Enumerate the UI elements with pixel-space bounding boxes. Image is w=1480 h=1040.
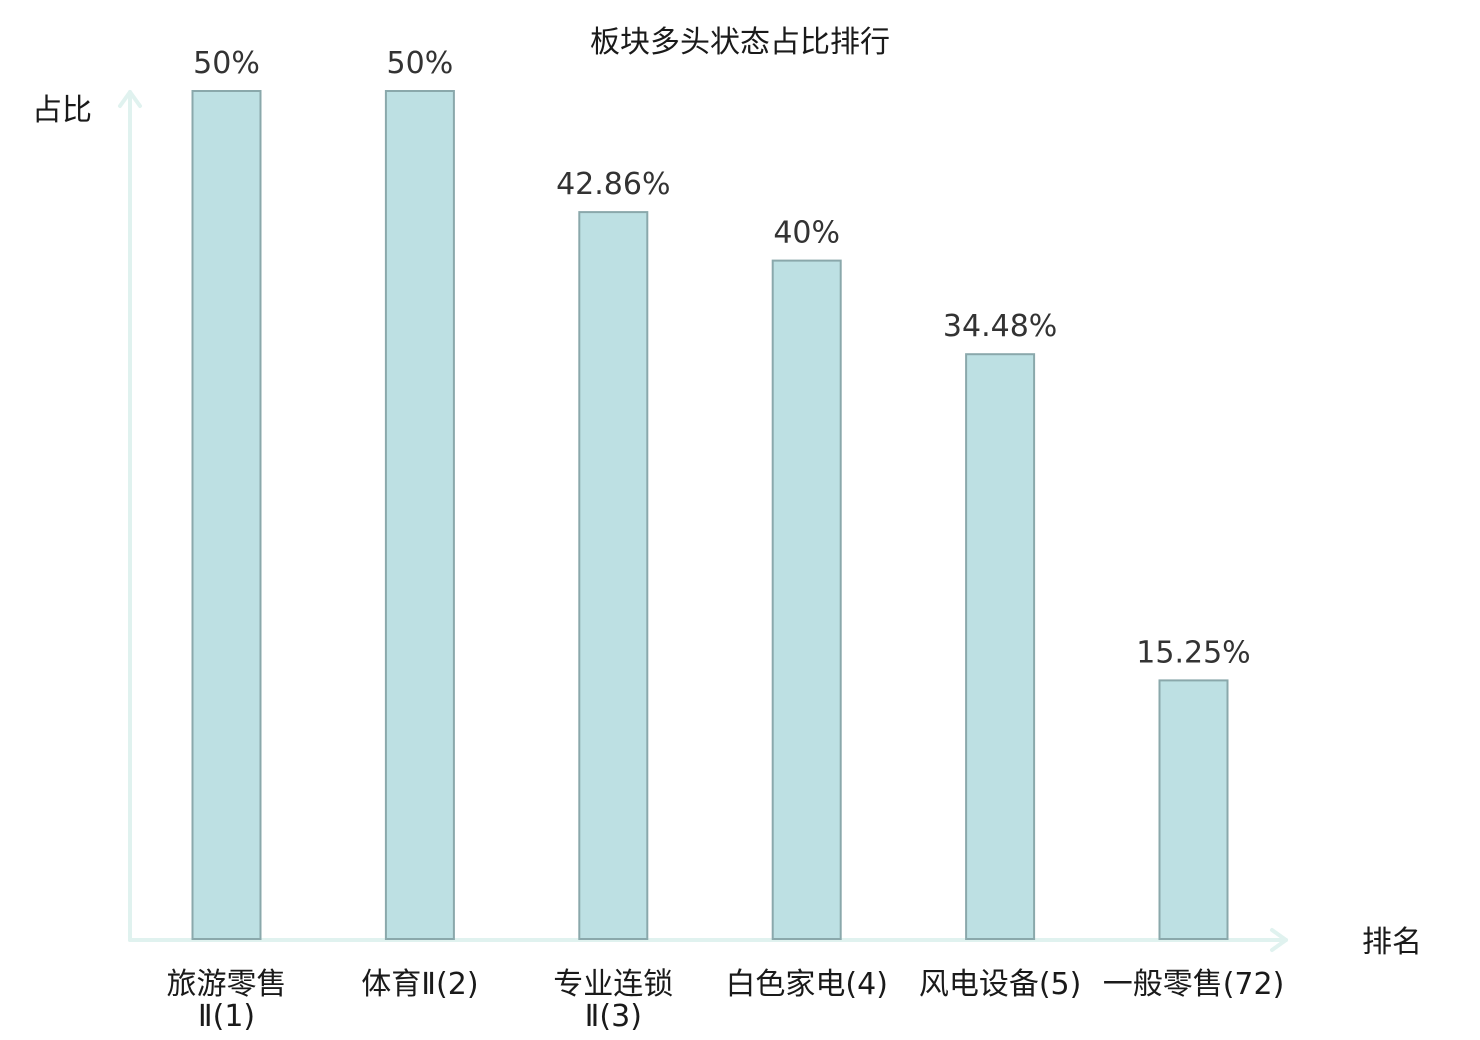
category-label-6: 一般零售(72)	[1103, 967, 1285, 1002]
category-label-3-line-1: 专业连锁	[553, 967, 673, 1002]
y-axis-arrow	[118, 90, 142, 108]
value-label-6: 15.25%	[1136, 635, 1250, 670]
bar-5	[965, 353, 1036, 940]
value-label-1: 50%	[193, 46, 260, 81]
value-labels-group: 50% 50% 42.86% 40% 34.48% 15.25%	[193, 46, 1251, 670]
value-label-3: 42.86%	[556, 167, 670, 202]
category-label-3-line-2: Ⅱ(3)	[585, 999, 642, 1034]
bars-group	[191, 90, 1229, 941]
category-label-1-line-1: 旅游零售	[167, 967, 287, 1002]
x-axis-label: 排名	[1362, 925, 1422, 960]
value-label-2: 50%	[387, 46, 454, 81]
category-label-1-line-2: Ⅱ(1)	[198, 999, 255, 1034]
category-label-5: 风电设备(5)	[919, 967, 1082, 1002]
y-axis-label: 占比	[32, 93, 92, 128]
axes	[118, 90, 1288, 952]
bar-1	[191, 90, 262, 940]
category-label-4: 白色家电(4)	[725, 967, 888, 1002]
value-label-5: 34.48%	[943, 309, 1057, 344]
bar-4	[771, 259, 842, 941]
chart-title: 板块多头状态占比排行	[590, 25, 890, 60]
bar-3	[578, 211, 649, 941]
category-label-2: 体育Ⅱ(2)	[361, 967, 478, 1002]
x-axis-arrow	[1270, 928, 1288, 952]
bar-2	[384, 90, 455, 940]
value-label-4: 40%	[773, 216, 840, 251]
bar-6	[1158, 679, 1229, 941]
